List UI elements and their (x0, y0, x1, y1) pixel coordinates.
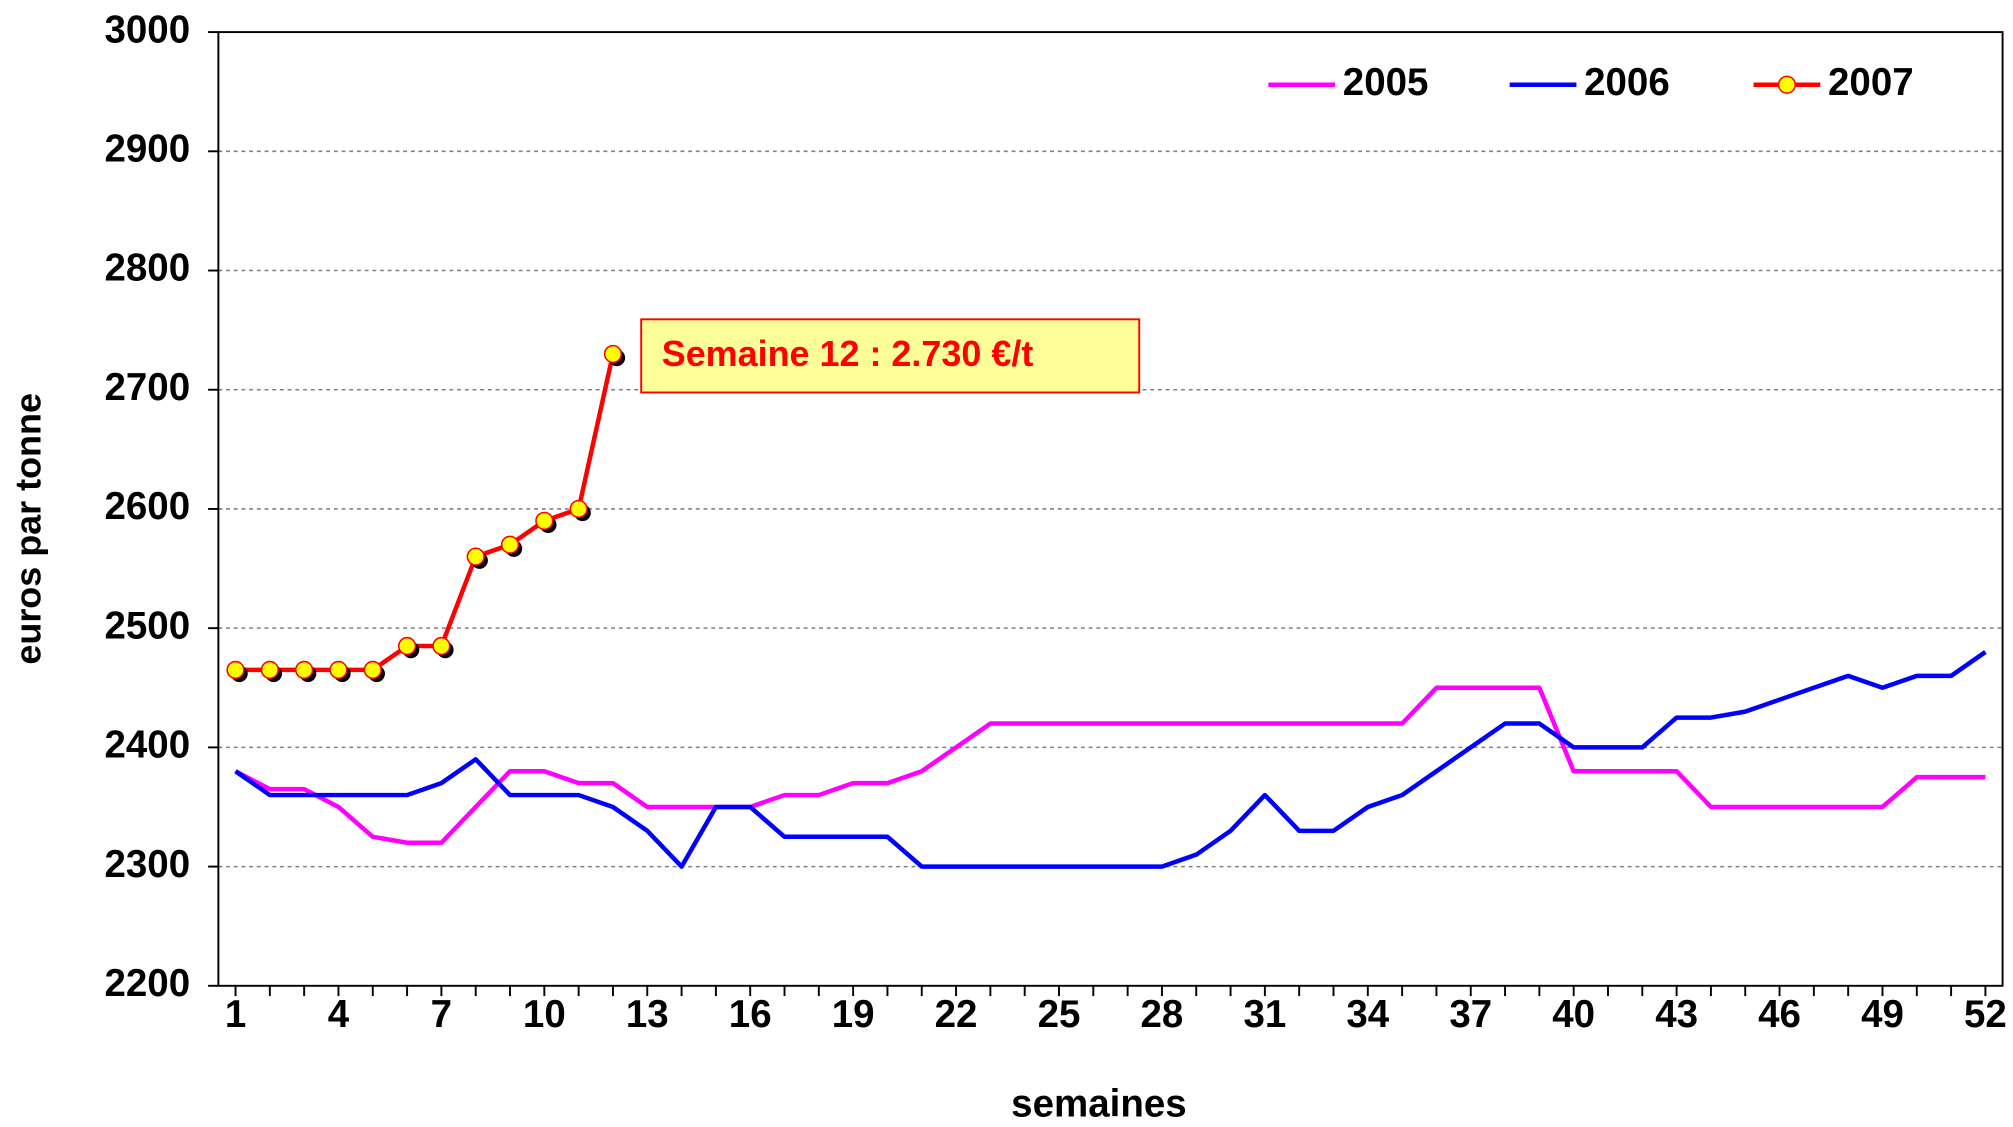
y-tick-label: 2600 (104, 485, 190, 528)
annotation: Semaine 12 : 2.730 €/t (662, 333, 1034, 374)
x-tick-label: 37 (1449, 993, 1492, 1036)
x-tick-label: 4 (328, 993, 350, 1036)
x-tick-label: 1 (225, 993, 246, 1036)
marker (295, 660, 314, 679)
legend-label: 2005 (1343, 61, 1429, 104)
y-axis-label: euros par tonne (7, 393, 48, 665)
marker (466, 547, 485, 566)
marker (535, 511, 554, 530)
x-tick-label: 25 (1038, 993, 1081, 1036)
marker (569, 499, 588, 519)
x-tick-label: 49 (1861, 993, 1904, 1036)
y-tick-label: 2900 (104, 127, 190, 170)
marker (329, 660, 348, 679)
legend-label: 2006 (1584, 61, 1670, 104)
x-tick-label: 7 (431, 993, 452, 1036)
x-tick-label: 34 (1346, 993, 1389, 1036)
marker (432, 636, 451, 656)
y-tick-label: 2200 (104, 962, 190, 1005)
x-tick-label: 31 (1243, 993, 1286, 1036)
marker (500, 535, 520, 554)
x-tick-label: 46 (1758, 993, 1801, 1036)
y-tick-label: 2400 (104, 724, 190, 767)
x-tick-label: 40 (1552, 993, 1595, 1036)
marker (397, 636, 417, 656)
legend-marker (1777, 75, 1797, 94)
legend-label: 2007 (1828, 61, 1914, 104)
y-tick-label: 2500 (104, 604, 190, 647)
y-tick-label: 3000 (104, 8, 190, 51)
x-tick-label: 52 (1964, 993, 2007, 1036)
x-tick-label: 19 (832, 993, 875, 1036)
series-line (235, 353, 616, 673)
marker (260, 660, 279, 679)
series-line (234, 685, 1986, 845)
series-line (234, 650, 1987, 869)
y-tick-label: 2700 (104, 366, 190, 409)
marker (363, 660, 382, 679)
marker (226, 660, 245, 679)
y-tick-label: 2300 (104, 843, 190, 886)
x-tick-label: 43 (1655, 993, 1698, 1036)
x-tick-label: 22 (935, 993, 978, 1036)
plot-frame (217, 31, 2004, 987)
x-tick-label: 28 (1141, 993, 1184, 1036)
x-axis-label: semaines (1011, 1083, 1187, 1126)
annotation-box (640, 318, 1141, 394)
x-tick-label: 16 (729, 993, 772, 1036)
x-tick-label: 10 (523, 993, 566, 1036)
y-tick-label: 2800 (104, 247, 190, 290)
marker (603, 344, 623, 364)
x-tick-label: 13 (626, 993, 669, 1036)
